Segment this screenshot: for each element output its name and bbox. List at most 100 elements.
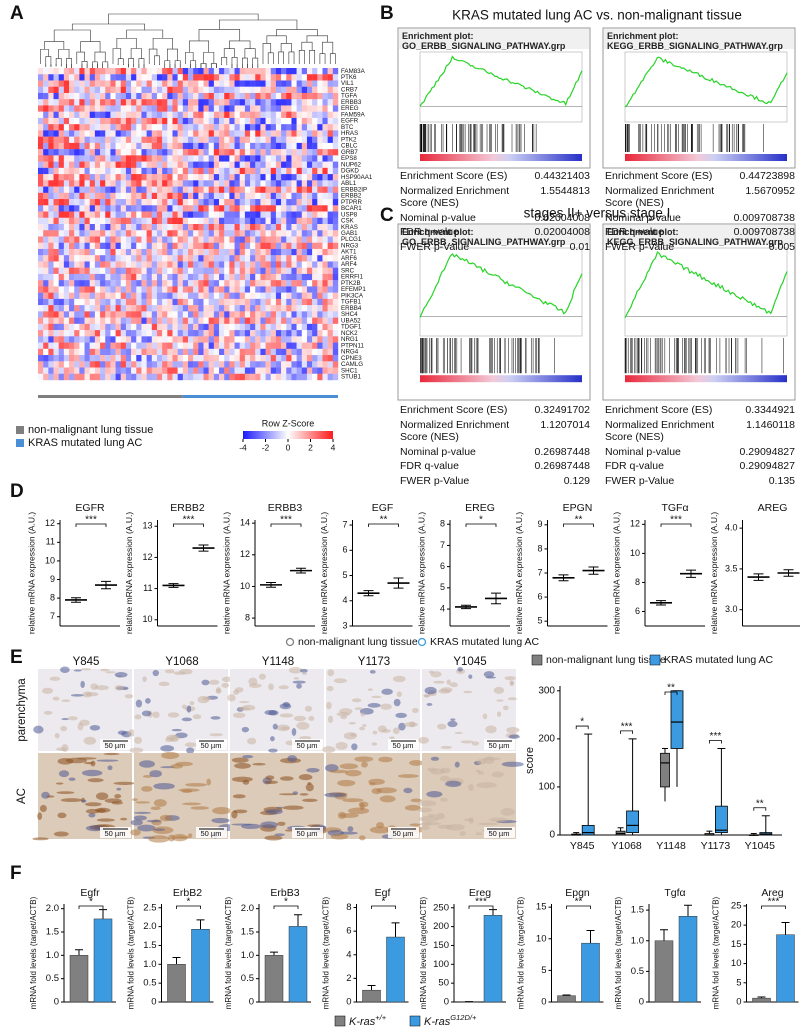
heatmap-cell	[188, 192, 194, 200]
heatmap-cell	[131, 199, 137, 206]
heatmap-cell	[312, 149, 318, 156]
gene-title: AREG	[758, 502, 788, 514]
heatmap-cell	[172, 286, 178, 293]
dendrogram	[219, 19, 298, 30]
heatmap-cell	[203, 68, 209, 75]
heatmap-cell	[48, 68, 54, 75]
heatmap-cell	[265, 180, 271, 187]
heatmap-cell	[301, 92, 308, 100]
heatmap-cell	[208, 142, 215, 150]
heatmap-cell	[38, 117, 44, 125]
y-tick-label: 10	[536, 933, 547, 944]
heatmap-cell	[79, 230, 85, 237]
heatmap-cell	[63, 186, 70, 193]
heatmap-cell	[265, 167, 271, 175]
heatmap-cell	[58, 330, 65, 337]
heatmap-cell	[69, 211, 75, 218]
heatmap-cell	[203, 192, 209, 200]
heatmap-cell	[301, 167, 308, 175]
heatmap-cell	[275, 273, 282, 281]
heatmap-cell	[48, 224, 54, 231]
heatmap-cell	[286, 68, 292, 75]
heatmap-cell	[38, 292, 44, 300]
heatmap-cell	[229, 373, 235, 381]
heatmap-cell	[89, 180, 96, 187]
heatmap-cell	[43, 180, 49, 187]
heatmap-cell	[291, 149, 297, 156]
heatmap-cell	[38, 211, 44, 218]
heatmap-cell	[244, 355, 251, 362]
heatmap-cell	[250, 74, 256, 81]
heatmap-cell	[193, 86, 199, 94]
heatmap-cell	[151, 217, 158, 225]
heatmap-cell	[105, 261, 111, 268]
heatmap-cell	[141, 224, 147, 231]
significance-bracket	[173, 523, 204, 527]
significance-label: **	[380, 515, 388, 526]
heatmap-cell	[296, 86, 302, 94]
heatmap-cell	[198, 305, 204, 312]
heatmap-cell	[167, 286, 173, 293]
heatmap-cell	[208, 336, 215, 343]
heatmap-cell	[79, 248, 85, 256]
heatmap-cell	[281, 236, 287, 243]
heatmap-cell	[136, 336, 142, 343]
heatmap-cell	[100, 311, 106, 318]
heatmap-cell	[332, 367, 339, 374]
tissue	[260, 821, 278, 829]
heatmap-cell	[301, 199, 308, 206]
heatmap-cell	[43, 105, 49, 112]
tissue	[351, 743, 358, 751]
heatmap-cell	[265, 149, 271, 156]
heatmap-cell	[69, 273, 75, 281]
heatmap-cell	[69, 298, 75, 306]
heatmap-cell	[131, 342, 137, 349]
heatmap-cell	[260, 342, 266, 349]
y-tick-label: 8	[440, 519, 445, 529]
heatmap-cell	[255, 330, 261, 337]
heatmap-cell	[63, 342, 70, 349]
heatmap-cell	[219, 236, 225, 243]
heatmap-cell	[250, 361, 256, 368]
heatmap-cell	[239, 149, 246, 156]
tissue	[129, 747, 144, 754]
heatmap-cell	[172, 373, 178, 381]
heatmap-cell	[327, 236, 334, 243]
heatmap-cell	[172, 155, 178, 162]
heatmap-cell	[260, 86, 266, 94]
heatmap-cell	[239, 124, 246, 131]
heatmap-cell	[229, 86, 235, 94]
heatmap-cell	[327, 192, 334, 200]
heatmap-cell	[260, 336, 266, 343]
heatmap-cell	[301, 330, 308, 337]
heatmap-cell	[281, 161, 287, 169]
heatmap-cell	[177, 99, 184, 106]
heatmap-cell	[146, 199, 152, 206]
heatmap-cell	[275, 242, 282, 250]
heatmap-cell	[255, 342, 261, 349]
heatmap-cell	[69, 317, 75, 325]
heatmap-cell	[250, 142, 256, 150]
heatmap-cell	[275, 192, 282, 200]
heatmap-cell	[193, 199, 199, 206]
tissue	[41, 687, 54, 694]
heatmap-cell	[229, 298, 235, 306]
tissue	[506, 726, 520, 734]
heatmap-cell	[38, 180, 44, 187]
heatmap-cell	[84, 330, 90, 337]
heatmap-cell	[286, 192, 292, 200]
heatmap-cell	[89, 230, 96, 237]
heatmap-cell	[224, 336, 230, 343]
heatmap-cell	[265, 298, 271, 306]
heatmap-cell	[208, 224, 215, 231]
heatmap-cell	[177, 367, 184, 374]
significance-label: *	[89, 897, 93, 908]
heatmap-cell	[286, 292, 292, 300]
heatmap-cell	[260, 361, 266, 368]
heatmap-cell	[84, 342, 90, 349]
dendrogram	[301, 41, 313, 51]
heatmap-cell	[244, 348, 251, 356]
heatmap-cell	[244, 273, 251, 281]
heatmap-cell	[89, 311, 96, 318]
heatmap-cell	[167, 280, 173, 287]
